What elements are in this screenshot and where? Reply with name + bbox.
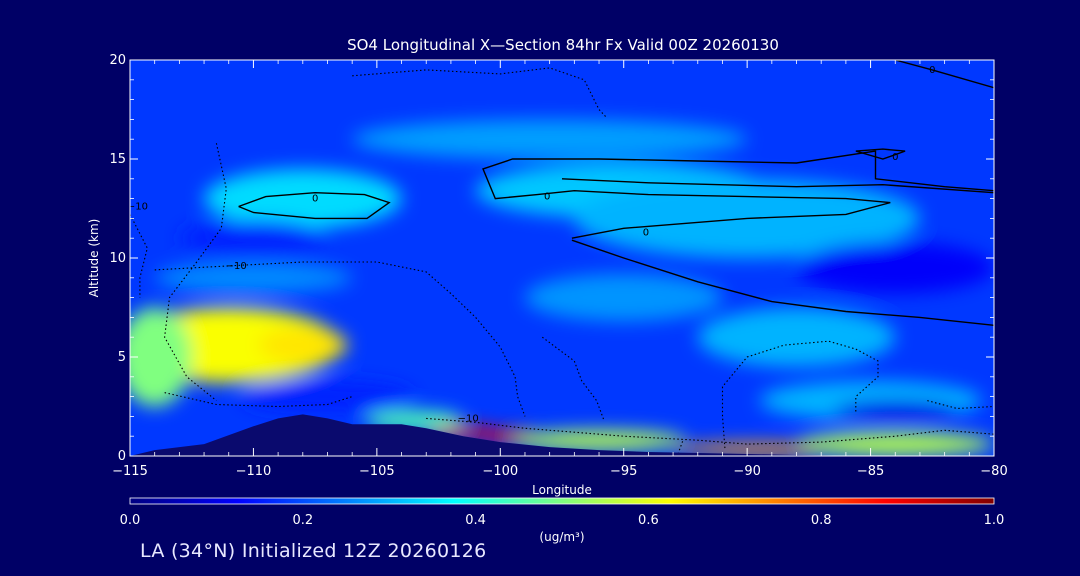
x-tick-label: −95 bbox=[610, 464, 637, 479]
x-tick-label: −105 bbox=[359, 464, 395, 479]
y-tick-label: 15 bbox=[109, 152, 126, 167]
contour-label-8: −10 bbox=[127, 202, 148, 213]
x-axis: −115 −110 −105 −100 −95 −90 −85 −80 bbox=[112, 60, 1008, 479]
field-region-9 bbox=[204, 168, 402, 229]
colorbar-tick-label: 0.2 bbox=[292, 513, 313, 528]
y-tick-label: 20 bbox=[109, 53, 126, 68]
y-tick-label: 0 bbox=[118, 449, 126, 464]
contour-line-3 bbox=[571, 239, 994, 326]
colorbar-label: (ug/m³) bbox=[539, 530, 584, 544]
contour-label-0: 0 bbox=[312, 194, 318, 205]
colorbar-ticks: 0.0 0.2 0.4 0.6 0.8 1.0 bbox=[120, 513, 1005, 528]
x-axis-label: Longitude bbox=[532, 483, 592, 497]
field-region-18 bbox=[833, 400, 957, 421]
field-region-1 bbox=[258, 327, 348, 363]
x-tick-label: −100 bbox=[482, 464, 518, 479]
x-tick-label: −85 bbox=[857, 464, 884, 479]
colorbar-tick-label: 1.0 bbox=[984, 513, 1005, 528]
y-axis: 0 5 10 15 20 bbox=[109, 53, 994, 464]
colorbar-tick-label: 0.0 bbox=[120, 513, 141, 528]
x-tick-label: −90 bbox=[733, 464, 760, 479]
contour-label-2: 0 bbox=[643, 227, 649, 238]
contour-line-9 bbox=[164, 143, 227, 402]
x-tick-label: −80 bbox=[980, 464, 1007, 479]
contour-lines: 0 0 0 0 0 −10 −10 −10 bbox=[127, 60, 994, 455]
field-region-5 bbox=[512, 430, 686, 451]
contour-line-5 bbox=[895, 60, 994, 89]
contour-label-5: 0 bbox=[929, 65, 935, 76]
field-region-2 bbox=[130, 307, 192, 407]
footer-initialized-text: LA (34°N) Initialized 12Z 20260126 bbox=[140, 540, 487, 562]
x-tick-label: −115 bbox=[112, 464, 148, 479]
terrain-mask bbox=[130, 414, 994, 456]
contour-line-15 bbox=[164, 392, 353, 408]
contour-label-7: −10 bbox=[226, 261, 247, 272]
chart-title: SO4 Longitudinal X—Section 84hr Fx Valid… bbox=[347, 36, 779, 54]
field-region-7 bbox=[796, 432, 994, 456]
field-region-13 bbox=[154, 261, 353, 294]
field-region-20 bbox=[179, 220, 328, 257]
plot-area: 0 0 0 0 0 −10 −10 −10 bbox=[127, 60, 994, 456]
field-region-14 bbox=[524, 273, 723, 322]
y-tick-label: 10 bbox=[109, 251, 126, 266]
contour-label-6: −10 bbox=[458, 413, 479, 424]
contour-line-11 bbox=[541, 336, 605, 421]
contour-line-8 bbox=[130, 214, 148, 298]
contour-line-0 bbox=[238, 191, 391, 220]
colorbar-tick-label: 0.6 bbox=[638, 513, 659, 528]
colorbar-tick-label: 0.8 bbox=[811, 513, 832, 528]
field-region-15 bbox=[697, 307, 896, 367]
y-axis-label: Altitude (km) bbox=[87, 219, 101, 298]
contour-label-4: 0 bbox=[892, 152, 898, 163]
contour-line-4 bbox=[855, 148, 906, 160]
contour-line-1 bbox=[561, 178, 994, 194]
colorbar bbox=[129, 497, 995, 505]
field-region-12 bbox=[352, 119, 748, 159]
x-tick-label: −110 bbox=[236, 464, 272, 479]
field-region-19 bbox=[241, 380, 414, 413]
field-region-17 bbox=[796, 242, 994, 294]
colorbar-tick-label: 0.4 bbox=[465, 513, 486, 528]
contour-label-1: 0 bbox=[544, 192, 550, 203]
y-tick-label: 5 bbox=[118, 350, 126, 365]
contour-line-14 bbox=[677, 440, 684, 455]
contour-line-6 bbox=[426, 417, 994, 445]
